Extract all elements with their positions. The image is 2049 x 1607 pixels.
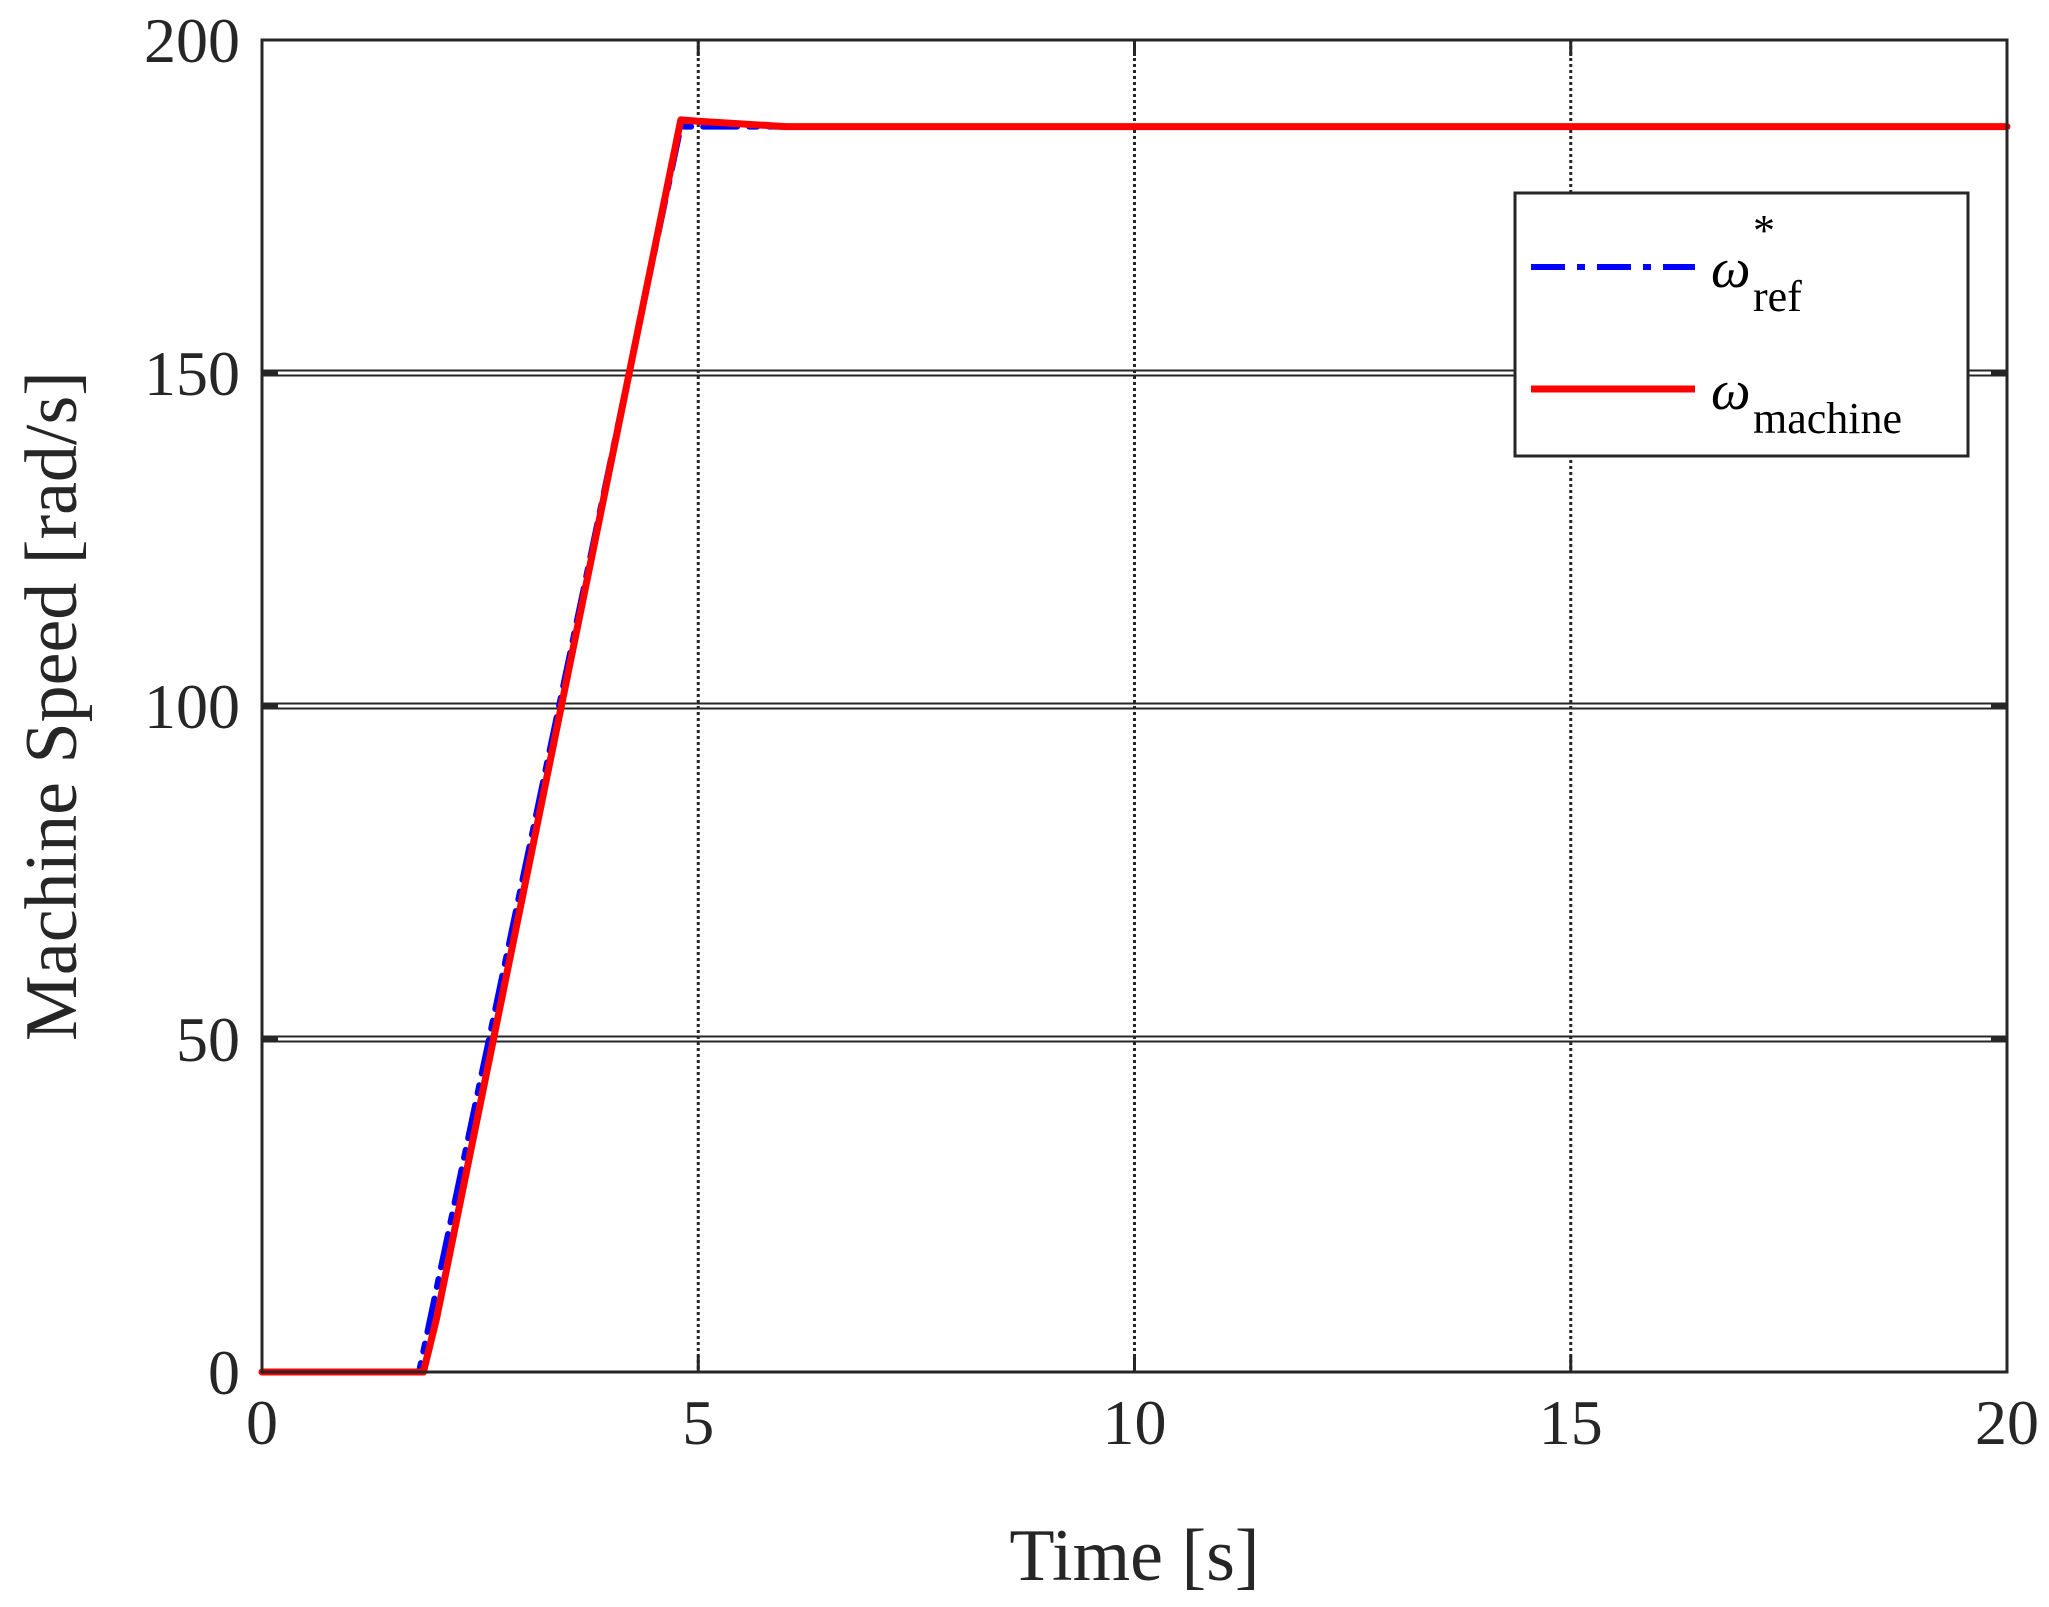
legend-symbol: ω: [1711, 360, 1751, 422]
legend-subscript: machine: [1753, 394, 1902, 443]
y-axis-label: Machine Speed [rad/s]: [11, 371, 93, 1041]
y-tick-label: 0: [208, 1337, 240, 1408]
y-tick-label: 150: [144, 338, 240, 409]
x-tick-label: 15: [1539, 1387, 1603, 1458]
legend-box: [1513, 191, 1970, 458]
legend-subscript: ref: [1753, 272, 1802, 321]
y-tick-label: 200: [144, 5, 240, 76]
legend-symbol: ω: [1711, 238, 1751, 300]
x-tick-label: 10: [1103, 1387, 1167, 1458]
y-tick-label: 100: [144, 671, 240, 742]
x-tick-label: 20: [1975, 1387, 2039, 1458]
x-tick-label: 0: [246, 1387, 278, 1458]
y-tick-label: 50: [176, 1004, 240, 1075]
x-tick-label: 5: [682, 1387, 714, 1458]
legend-superscript: *: [1753, 206, 1775, 255]
x-axis-label: Time [s]: [1009, 1515, 1259, 1597]
